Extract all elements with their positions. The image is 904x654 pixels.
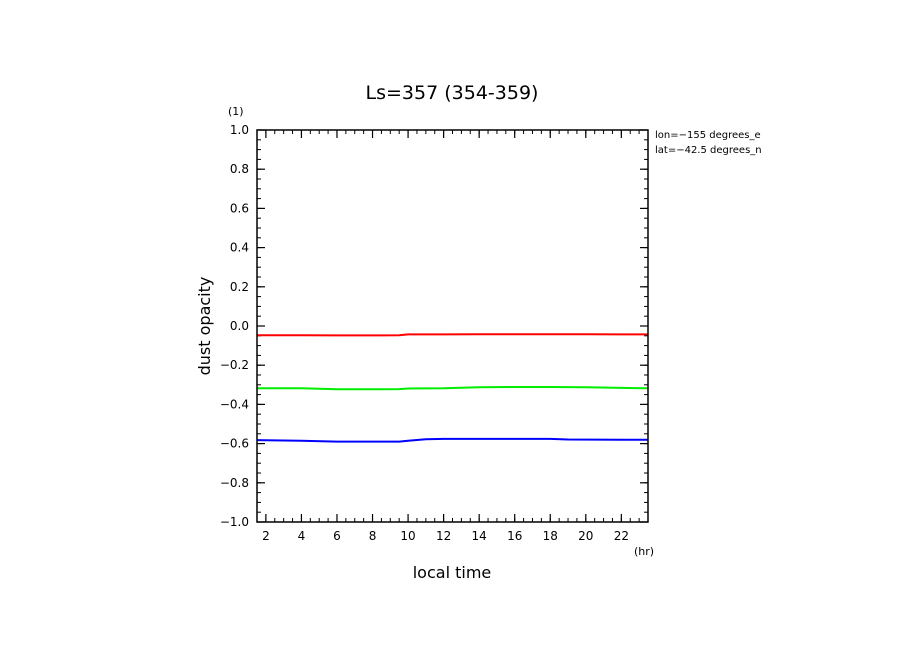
x-tick-label: 18 xyxy=(543,529,558,543)
series-lines xyxy=(256,333,649,443)
x-tick-label: 8 xyxy=(369,529,377,543)
x-tick-label: 14 xyxy=(472,529,487,543)
x-tick-label: 16 xyxy=(507,529,522,543)
y-tick-label: −0.4 xyxy=(220,397,249,411)
x-tick-label: 12 xyxy=(436,529,451,543)
y-tick-label: 0.0 xyxy=(230,319,249,333)
x-axis-label: local time xyxy=(413,563,492,582)
x-tick-label: 4 xyxy=(298,529,306,543)
chart-title: Ls=357 (354-359) xyxy=(366,82,539,104)
plot-frame xyxy=(256,129,649,523)
series-line-1 xyxy=(257,333,648,337)
x-tick-label: 10 xyxy=(400,529,415,543)
y-tick-label: 0.4 xyxy=(230,241,249,255)
y-tick-label: 0.2 xyxy=(230,280,249,294)
y-tick-label: −1.0 xyxy=(220,515,249,529)
y-tick-label: 0.6 xyxy=(230,201,249,215)
y-unit-label: (1) xyxy=(228,105,244,118)
y-tick-label: 0.8 xyxy=(230,162,249,176)
x-tick-label: 20 xyxy=(578,529,593,543)
series-line-2 xyxy=(257,386,649,391)
y-axis-label: dust opacity xyxy=(195,277,214,376)
y-tick-label: 1.0 xyxy=(230,123,249,137)
series-line-3 xyxy=(256,437,648,443)
y-tick-label: −0.6 xyxy=(220,437,249,451)
axis-ticks: 2 4 6 8 10 12 14 16 18 20 22 −1.0 −0.8 −0.6 −0.4 −0.2 0.… xyxy=(220,123,649,543)
y-tick-label: −0.2 xyxy=(220,358,249,372)
x-tick-label: 22 xyxy=(614,529,629,543)
x-tick-label: 2 xyxy=(262,529,270,543)
annotation-lon: lon=−155 degrees_e xyxy=(655,130,761,141)
x-tick-label: 6 xyxy=(333,529,341,543)
y-tick-label: −0.8 xyxy=(220,476,249,490)
annotation-lat: lat=−42.5 degrees_n xyxy=(655,145,762,156)
x-unit-label: (hr) xyxy=(634,545,654,558)
